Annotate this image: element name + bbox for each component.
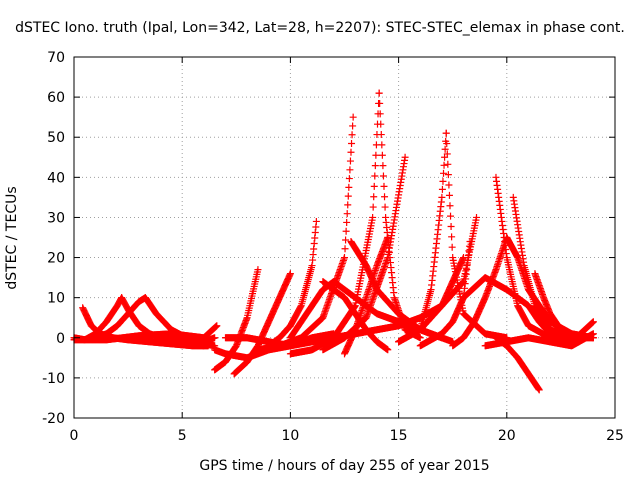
data-point-marker [343,218,351,226]
data-point-marker [349,113,357,121]
data-series [230,270,294,378]
x-tick-label: 20 [498,428,516,444]
data-point-marker [342,227,350,235]
data-point-marker [348,139,356,147]
data-point-marker [370,193,378,201]
data-point-marker [312,217,320,225]
y-tick-label: -20 [42,411,65,427]
data-point-marker [379,172,387,180]
data-point-marker [343,210,351,218]
x-tick-label: 0 [70,428,79,444]
data-point-marker [376,99,384,107]
data-point-marker [371,172,379,180]
data-point-marker [342,236,350,244]
data-point-marker [444,160,452,168]
y-tick-label: 10 [47,291,65,307]
data-point-marker [381,193,389,201]
data-point-marker [346,166,354,174]
data-point-marker [401,153,409,161]
data-point-marker [347,148,355,156]
data-point-marker [440,169,448,177]
y-tick-label: 0 [56,331,65,347]
data-point-marker [445,191,453,199]
data-point-marker [344,192,352,200]
data-point-marker [286,270,294,278]
data-point-marker [381,203,389,211]
data-series [375,89,424,342]
data-point-marker [438,193,446,201]
data-point-marker [379,162,387,170]
data-point-marker [375,89,383,97]
x-tick-label: 5 [178,428,187,444]
x-axis-label: GPS time / hours of day 255 of year 2015 [199,458,490,474]
data-point-marker [372,151,380,159]
chart-title: dSTEC Iono. truth (Ipal, Lon=342, Lat=28… [15,20,625,36]
y-tick-label: 60 [47,90,65,106]
data-point-marker [345,183,353,191]
data-point-marker [447,222,455,230]
data-point-marker [371,162,379,170]
data-point-marker [213,322,221,330]
y-tick-label: 40 [47,170,65,186]
data-point-marker [341,245,349,253]
y-tick-label: 20 [47,251,65,267]
x-tick-label: 15 [390,428,408,444]
data-point-marker [370,182,378,190]
data-point-marker [344,201,352,209]
plot-frame [73,56,616,419]
data-point-marker [446,202,454,210]
data-layer [70,89,597,394]
data-series [503,234,597,342]
data-point-marker [377,120,385,128]
data-point-marker [378,141,386,149]
data-point-marker [440,161,448,169]
x-tick-label: 10 [281,428,299,444]
x-tick-label: 25 [606,428,624,444]
data-point-marker [438,185,446,193]
data-point-marker [345,175,353,183]
y-tick-label: 30 [47,210,65,226]
data-point-marker [439,177,447,185]
data-point-marker [447,212,455,220]
data-point-marker [445,181,453,189]
y-tick-label: 50 [47,130,65,146]
data-point-marker [254,266,262,274]
data-series [70,322,221,344]
data-point-marker [346,157,354,165]
data-point-marker [380,182,388,190]
y-tick-label: 70 [47,50,65,66]
data-point-marker [448,243,456,251]
grid-layer [74,57,615,418]
data-point-marker [442,129,450,137]
data-point-marker [369,203,377,211]
y-tick-label: -10 [42,371,65,387]
data-point-marker [349,122,357,130]
data-point-marker [448,233,456,241]
data-point-marker [378,151,386,159]
